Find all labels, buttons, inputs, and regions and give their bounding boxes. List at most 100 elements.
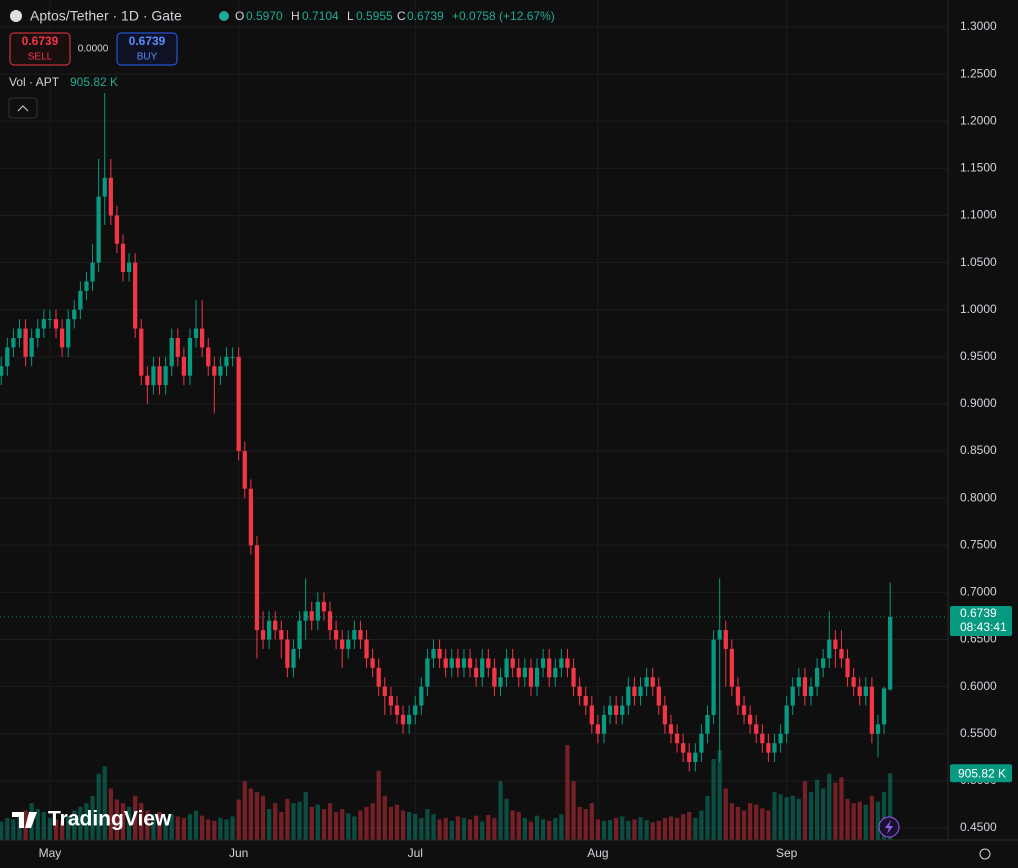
candle-body <box>437 648 442 659</box>
candle-body <box>510 658 515 668</box>
candle-body <box>808 686 814 697</box>
volume-bar <box>577 806 582 840</box>
volume-bar <box>413 814 418 840</box>
volume-bar <box>614 817 619 840</box>
candle-body <box>796 677 801 687</box>
candle-body <box>370 658 375 668</box>
candle-body <box>760 733 765 744</box>
candles <box>0 92 893 772</box>
candle-body <box>650 677 655 687</box>
candle-body <box>11 337 16 348</box>
volume-bar <box>449 820 454 840</box>
volume-bar <box>601 820 607 840</box>
settings-button[interactable] <box>979 848 991 860</box>
candle-body <box>224 356 229 367</box>
volume-bar <box>888 773 893 840</box>
volume-bar <box>72 810 77 840</box>
volume-bar <box>346 813 351 840</box>
candle-body <box>729 648 734 687</box>
candle-body <box>35 328 40 338</box>
volume-bar <box>388 806 394 840</box>
volume-bar <box>309 806 314 840</box>
candle-body <box>498 677 503 687</box>
volume-bar <box>260 795 266 840</box>
y-tick-label: 1.0000 <box>960 302 997 316</box>
collapse-button[interactable] <box>8 97 38 119</box>
volume-bar <box>790 795 795 840</box>
candle-body <box>248 488 253 546</box>
volume-bar <box>382 795 387 840</box>
symbol-icon <box>10 10 22 22</box>
candle-body <box>480 658 485 678</box>
volume-bar <box>772 792 777 840</box>
volume-bar <box>486 814 491 840</box>
volume-bar <box>540 819 546 840</box>
volume-bar <box>528 821 534 840</box>
candle-body <box>851 677 856 687</box>
candle-body <box>693 752 698 763</box>
candle-body <box>833 639 838 649</box>
candle-body <box>821 658 826 668</box>
volume-bar <box>254 792 260 840</box>
volume-bar <box>522 817 527 840</box>
volume-bar <box>875 801 881 840</box>
volume-bar <box>668 816 674 840</box>
volume-bar <box>565 745 570 840</box>
candle-body <box>881 688 887 725</box>
y-tick-label: 0.8000 <box>960 490 997 504</box>
candle-body <box>869 686 875 734</box>
candle-body <box>394 705 400 715</box>
volume-bar <box>778 794 783 840</box>
volume-bar <box>400 810 406 840</box>
volume-bar <box>461 817 467 840</box>
candle-body <box>431 648 436 659</box>
candle-body <box>90 262 95 282</box>
candle-body <box>766 743 771 753</box>
volume-bar <box>315 804 320 840</box>
volume-bar <box>833 782 838 840</box>
candle-body <box>388 696 394 706</box>
volume-bar <box>108 788 113 840</box>
volume-bar <box>358 810 363 840</box>
volume-badge <box>950 764 1012 783</box>
volume-bar <box>321 809 327 840</box>
volume-bar <box>340 809 345 840</box>
candle-body <box>187 337 193 376</box>
volume-bar <box>547 820 552 840</box>
candle-body <box>236 356 241 452</box>
candle-body <box>108 177 113 216</box>
volume-bar <box>583 809 588 840</box>
volume-bar <box>66 816 71 840</box>
candle-body <box>571 667 576 687</box>
candle-body <box>413 705 418 715</box>
volume-bar <box>407 812 412 840</box>
candle-body <box>242 451 247 489</box>
sell-button[interactable] <box>9 32 71 66</box>
volume-bar <box>248 788 253 840</box>
candle-body <box>175 337 180 357</box>
candle-body <box>461 658 467 668</box>
candle-body <box>717 630 722 640</box>
candle-body <box>674 733 680 744</box>
volume-bar <box>218 817 223 840</box>
volume-bar <box>200 815 205 840</box>
volume-bar <box>510 810 515 840</box>
volume-bar <box>455 816 460 840</box>
buy-price: 0.6739 <box>129 34 166 48</box>
candle-body <box>218 366 223 376</box>
buy-button[interactable] <box>116 32 178 66</box>
volume-bar <box>845 798 850 840</box>
volume-bar <box>467 819 473 840</box>
candle-body <box>486 658 491 668</box>
last-price-badge <box>950 606 1012 637</box>
candle-body <box>705 714 710 734</box>
candle-body <box>5 347 10 367</box>
volume-bar <box>674 817 680 840</box>
volume-value: 905.82 K <box>70 75 118 89</box>
volume-bar <box>741 810 747 840</box>
sell-price: 0.6739 <box>22 34 59 48</box>
candle-body <box>358 630 363 640</box>
volume-bar <box>681 814 686 840</box>
candle-body <box>23 328 28 357</box>
